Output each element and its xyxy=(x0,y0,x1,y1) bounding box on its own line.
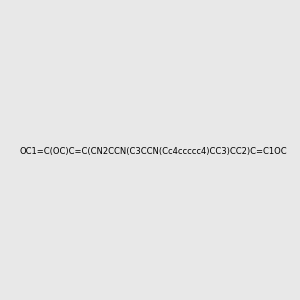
Text: OC1=C(OC)C=C(CN2CCN(C3CCN(Cc4ccccc4)CC3)CC2)C=C1OC: OC1=C(OC)C=C(CN2CCN(C3CCN(Cc4ccccc4)CC3)… xyxy=(20,147,288,156)
